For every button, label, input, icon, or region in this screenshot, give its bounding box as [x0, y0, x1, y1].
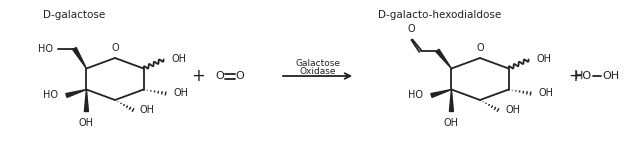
- Text: OH: OH: [79, 118, 94, 128]
- Text: O: O: [216, 71, 225, 81]
- Polygon shape: [436, 49, 451, 69]
- Text: D-galacto-hexodialdose: D-galacto-hexodialdose: [378, 10, 501, 20]
- Text: HO: HO: [575, 71, 592, 81]
- Text: Oxidase: Oxidase: [300, 67, 336, 76]
- Text: O: O: [476, 43, 484, 53]
- Text: OH: OH: [140, 105, 155, 115]
- Text: D-galactose: D-galactose: [43, 10, 105, 20]
- Polygon shape: [66, 89, 86, 97]
- Text: OH: OH: [536, 55, 552, 64]
- Text: HO: HO: [408, 91, 424, 100]
- Text: Galactose: Galactose: [295, 58, 340, 67]
- Text: OH: OH: [444, 118, 459, 128]
- Polygon shape: [431, 89, 451, 97]
- Text: O: O: [111, 43, 119, 53]
- Text: OH: OH: [602, 71, 619, 81]
- Text: +: +: [191, 67, 205, 85]
- Text: OH: OH: [172, 55, 187, 64]
- Text: OH: OH: [173, 88, 189, 98]
- Text: HO: HO: [38, 43, 53, 54]
- Text: HO: HO: [44, 91, 58, 100]
- Polygon shape: [449, 89, 453, 112]
- Text: OH: OH: [539, 88, 554, 98]
- Text: +: +: [568, 67, 582, 85]
- Polygon shape: [73, 47, 86, 69]
- Text: OH: OH: [505, 105, 520, 115]
- Text: O: O: [408, 24, 415, 33]
- Polygon shape: [84, 89, 88, 112]
- Text: O: O: [236, 71, 244, 81]
